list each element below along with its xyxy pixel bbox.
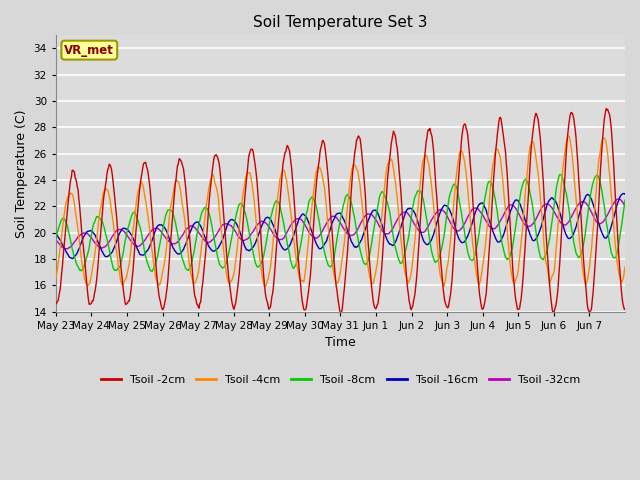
Y-axis label: Soil Temperature (C): Soil Temperature (C) [15, 109, 28, 238]
X-axis label: Time: Time [325, 336, 356, 349]
Title: Soil Temperature Set 3: Soil Temperature Set 3 [253, 15, 428, 30]
Legend: Tsoil -2cm, Tsoil -4cm, Tsoil -8cm, Tsoil -16cm, Tsoil -32cm: Tsoil -2cm, Tsoil -4cm, Tsoil -8cm, Tsoi… [97, 370, 584, 389]
Text: VR_met: VR_met [65, 44, 115, 57]
